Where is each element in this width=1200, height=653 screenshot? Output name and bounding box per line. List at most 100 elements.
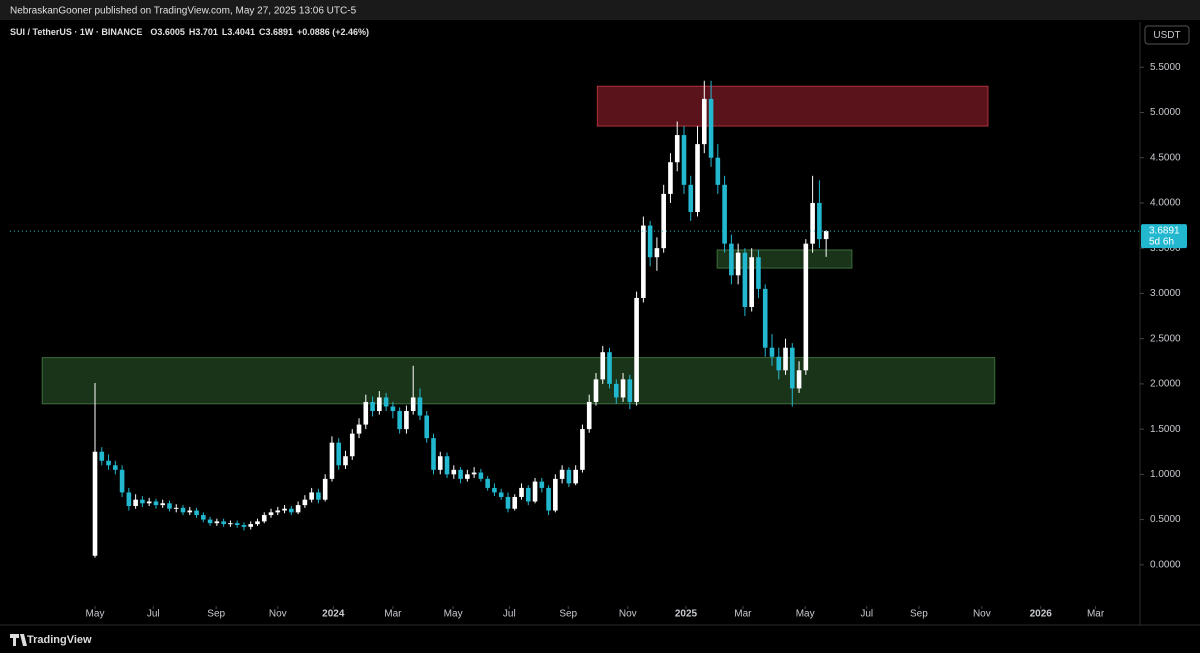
y-tick-label: 0.5000 <box>1150 514 1181 525</box>
candle-body <box>539 481 545 488</box>
candle-body <box>742 252 748 307</box>
last-price-box <box>1141 224 1187 249</box>
currency-button[interactable] <box>1144 25 1190 45</box>
x-tick-label: Nov <box>269 609 287 620</box>
candle-body <box>106 460 111 466</box>
candle-body <box>234 523 240 526</box>
candle-body <box>113 465 118 470</box>
candle-body <box>715 157 721 185</box>
candle-body <box>580 429 585 470</box>
zone <box>596 85 989 127</box>
x-tick-label: May <box>444 609 463 620</box>
candle-body <box>228 523 233 525</box>
candle-body <box>119 469 125 493</box>
x-tick-label: Sep <box>207 609 225 620</box>
candle-body <box>722 184 727 244</box>
candle-body <box>187 510 193 513</box>
candle-body <box>519 487 524 497</box>
candle-body <box>356 424 362 434</box>
candle-body <box>668 162 673 194</box>
candle-body <box>600 352 606 380</box>
candle-body <box>701 98 707 145</box>
candle-body <box>627 379 633 402</box>
candle-body <box>823 231 829 240</box>
candle-body <box>654 248 660 258</box>
candle-body <box>607 352 612 384</box>
candle-body <box>783 347 788 371</box>
candle-body <box>329 442 335 479</box>
x-tick-label: Mar <box>734 609 752 620</box>
candle-body <box>383 397 389 407</box>
ohlc-label: L <box>222 27 228 37</box>
candle-body <box>343 456 348 466</box>
x-tick-label: Mar <box>384 609 402 620</box>
y-tick-label: 5.0000 <box>1150 107 1181 118</box>
candle-body <box>417 397 423 416</box>
candle-body <box>613 383 619 398</box>
candle-body <box>248 524 254 527</box>
candle-body <box>620 379 626 398</box>
candle-body <box>289 508 294 513</box>
candle-body <box>370 401 375 412</box>
candle-body <box>762 288 768 348</box>
candle-body <box>512 496 518 509</box>
candle-body <box>695 144 700 212</box>
candle-body <box>126 492 132 507</box>
candle-body <box>708 98 714 158</box>
y-tick-label: 3.5000 <box>1150 243 1181 254</box>
candle-body <box>309 492 314 500</box>
header-bar <box>0 0 1200 20</box>
symbol-legend: SUI / TetherUS · 1W · BINANCE O3.6005 H3.7… <box>10 27 369 37</box>
y-tick-label: 3.0000 <box>1150 288 1181 299</box>
candle-body <box>99 451 105 461</box>
candle-body <box>302 499 308 506</box>
x-tick-label: May <box>86 609 105 620</box>
x-tick-label: 2025 <box>675 609 698 620</box>
ohlc-label: C <box>259 27 266 37</box>
candle-body <box>268 512 274 516</box>
x-tick-label: Nov <box>973 609 991 620</box>
candle-body <box>478 472 484 479</box>
candle-body <box>634 297 639 402</box>
candle-body <box>255 521 260 525</box>
candle-body <box>465 474 470 479</box>
candle-body <box>681 135 687 185</box>
candle-body <box>173 507 179 509</box>
candle-body <box>363 401 369 425</box>
candle-body <box>498 492 504 497</box>
candle-body <box>194 510 199 516</box>
y-tick-label: 2.5000 <box>1150 333 1181 344</box>
candle-body <box>282 508 287 511</box>
ohlc-label: O <box>150 27 157 37</box>
candle-body <box>336 442 342 466</box>
candle-body <box>485 478 490 488</box>
candle-body <box>437 456 443 470</box>
currency[interactable]: USDT <box>1153 30 1180 41</box>
y-tick-label: 5.5000 <box>1150 62 1181 73</box>
candle-body <box>167 503 172 509</box>
candle-body <box>492 487 497 493</box>
candle-body <box>451 469 457 475</box>
x-tick-label: May <box>796 609 815 620</box>
candle-body <box>444 456 450 475</box>
symbol-line: SUI / TetherUS · 1W · BINANCE O3.6005 H3.7… <box>10 27 369 37</box>
candle-body <box>397 411 402 430</box>
candle-body <box>221 521 226 525</box>
candle-body <box>410 397 416 412</box>
y-tick-label: 4.0000 <box>1150 198 1181 209</box>
candle-body <box>688 184 694 212</box>
logo: TradingView <box>27 634 92 646</box>
candle-body <box>160 503 166 506</box>
x-tick-label: Sep <box>559 609 577 620</box>
candle-body <box>749 257 754 307</box>
zone <box>41 357 996 405</box>
candle-body <box>803 243 809 371</box>
candle-body <box>559 469 565 479</box>
y-tick-label: 1.0000 <box>1150 469 1181 480</box>
candle-body <box>207 519 213 524</box>
candle-body <box>349 433 355 457</box>
countdown: 5d 6h <box>1149 237 1174 248</box>
ohlc-value: 3.4041 <box>227 27 255 37</box>
candle-body <box>458 469 463 479</box>
y-tick-label: 2.0000 <box>1150 379 1181 390</box>
